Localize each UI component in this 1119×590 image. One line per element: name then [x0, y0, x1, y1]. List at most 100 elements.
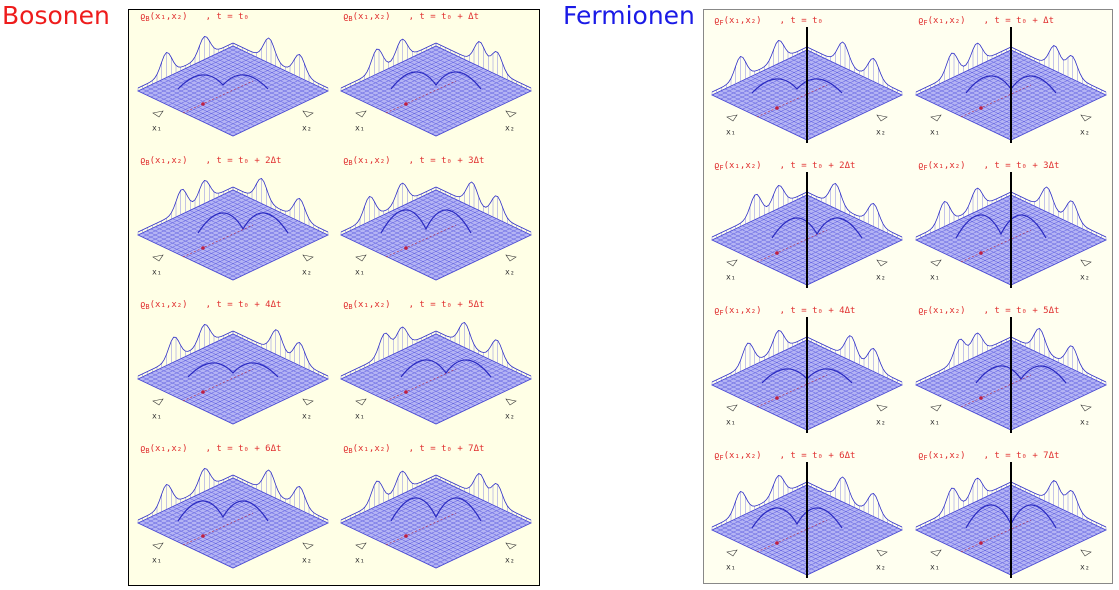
mesh-line — [422, 195, 519, 242]
mesh-line — [414, 224, 510, 270]
mesh-line — [189, 358, 285, 404]
mesh-line — [215, 370, 311, 417]
mesh-line — [427, 86, 523, 133]
plot: ϱF(x₁,x₂) , t = t₀ + Δt x₁ x₂ — [915, 16, 1107, 143]
mesh-line — [780, 82, 877, 128]
plot-label: ϱB(x₁,x₂) , t = t₀ + 7Δt — [343, 444, 484, 456]
index: F — [923, 454, 927, 462]
mesh-line — [993, 521, 1089, 568]
axis-label: x₁ — [355, 124, 365, 133]
mesh-line — [1002, 380, 1098, 427]
mesh-line — [211, 368, 307, 414]
mesh-line — [409, 202, 506, 248]
marker — [979, 251, 983, 255]
mesh-line — [409, 490, 506, 536]
mesh-line — [392, 502, 488, 548]
axis-label: x₂ — [1080, 128, 1090, 137]
mesh-line — [422, 372, 519, 419]
mesh-line — [194, 352, 290, 398]
central-peak — [751, 78, 843, 94]
mesh-line — [427, 49, 523, 96]
mesh-line — [388, 212, 484, 258]
mesh-line — [768, 221, 864, 267]
mesh-line — [997, 55, 1094, 102]
mesh-line — [989, 350, 1085, 396]
mesh-line — [202, 220, 298, 266]
axis-label: x₁ — [152, 412, 162, 421]
central-peak — [187, 362, 279, 378]
mesh-line — [793, 233, 890, 280]
mesh-line — [793, 55, 890, 102]
plot: ϱB(x₁,x₂) , t = t₀ + 6Δt x₁ x₂ — [137, 444, 329, 569]
mesh-line — [194, 208, 290, 254]
time: , t = t₀ + 4Δt — [780, 306, 856, 316]
mesh-line — [980, 354, 1076, 400]
wall-curve — [435, 473, 532, 521]
args: (x₁,x₂) — [353, 300, 391, 310]
axis-arrow — [1080, 114, 1092, 122]
mesh-line — [972, 503, 1068, 549]
mesh-line — [427, 374, 523, 421]
mesh-line — [422, 228, 519, 275]
time: , t = t₀ + Δt — [984, 16, 1054, 26]
symbol: ϱ — [140, 300, 145, 310]
index: B — [348, 447, 352, 455]
index: F — [719, 309, 723, 317]
mesh-line — [780, 372, 877, 418]
mesh-line — [397, 216, 493, 262]
plot-label: ϱF(x₁,x₂) , t = t₀ + 6Δt — [714, 451, 855, 463]
mesh-line — [202, 492, 298, 538]
mesh-line — [397, 360, 493, 406]
time: , t = t₀ + 7Δt — [409, 444, 485, 454]
symbol: ϱ — [140, 12, 145, 22]
index: B — [348, 15, 352, 23]
wall-curve — [340, 326, 437, 377]
axis-arrow — [876, 114, 888, 122]
mesh-line — [768, 68, 864, 114]
mesh-line — [789, 57, 885, 104]
mesh-line — [785, 205, 881, 251]
mesh-line — [967, 219, 1063, 265]
mesh-line — [772, 78, 868, 124]
axis-arrow — [876, 404, 888, 412]
mesh-line — [228, 479, 324, 526]
wall-curve — [232, 178, 329, 233]
time: , t = t₀ — [206, 12, 249, 22]
mesh-line — [198, 362, 294, 408]
mesh-line — [798, 53, 894, 100]
axis-arrow — [505, 542, 517, 550]
mesh-line — [798, 198, 894, 245]
mesh-line — [976, 66, 1072, 112]
marker — [775, 541, 779, 545]
mesh-line — [984, 517, 1081, 563]
mesh-line — [202, 364, 298, 410]
mesh-line — [198, 62, 294, 108]
mesh-line — [219, 228, 316, 275]
plot: ϱB(x₁,x₂) , t = t₀ x₁ x₂ — [137, 12, 329, 137]
mesh-line — [388, 500, 484, 546]
mesh-line — [768, 503, 864, 549]
mesh-line — [409, 58, 506, 104]
args: (x₁,x₂) — [928, 161, 966, 171]
axis-arrow — [726, 259, 738, 267]
mesh-line — [802, 51, 898, 98]
mesh-line — [224, 481, 320, 528]
symbol: ϱ — [918, 161, 923, 171]
axis-arrow — [302, 110, 314, 118]
mesh-line — [202, 348, 298, 394]
mesh-line — [989, 205, 1085, 251]
mesh-line — [798, 380, 894, 427]
mesh-line — [1002, 235, 1098, 282]
mesh-line — [211, 80, 307, 126]
plot: ϱB(x₁,x₂) , t = t₀ + 2Δt x₁ x₂ — [137, 156, 329, 281]
mesh-line — [185, 500, 281, 546]
mesh-line — [776, 209, 872, 255]
mesh-line — [224, 49, 320, 96]
symbol: ϱ — [343, 300, 348, 310]
mesh-line — [789, 492, 885, 539]
mesh-line — [768, 213, 864, 259]
mesh-line — [1002, 488, 1098, 535]
diagonal — [182, 368, 254, 402]
wall-curve — [915, 477, 1012, 528]
mesh-line — [976, 211, 1072, 257]
